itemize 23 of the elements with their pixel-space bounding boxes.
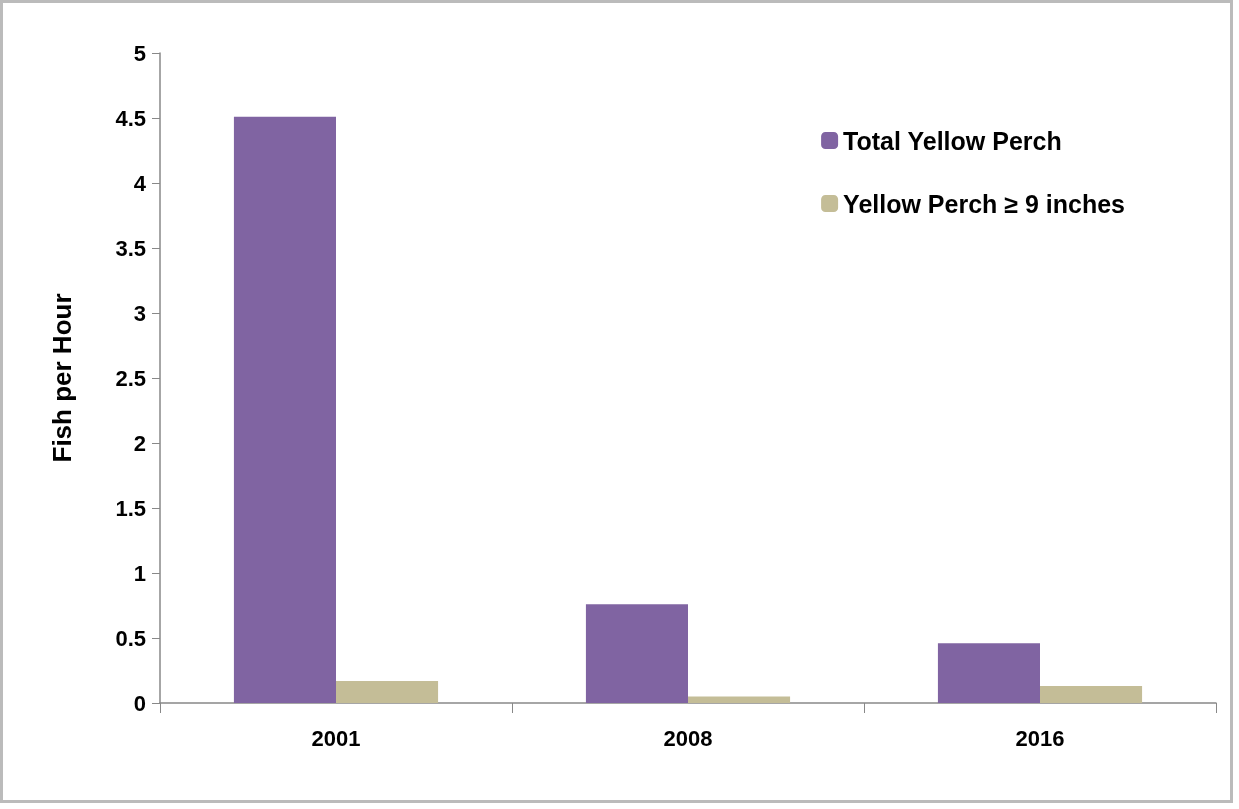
y-tick-label: 0.5 <box>115 625 146 651</box>
bar <box>937 643 1040 703</box>
y-tick-label: 2 <box>133 430 146 456</box>
y-tick-label: 5 <box>133 40 146 66</box>
y-tick-label: 3 <box>133 300 146 326</box>
bar <box>1040 686 1143 703</box>
y-tick-label: 0 <box>133 690 146 716</box>
y-axis-title: Fish per Hour <box>47 293 77 463</box>
x-tick-label: 2016 <box>1015 725 1065 751</box>
bar <box>585 604 688 703</box>
legend-label: Total Yellow Perch <box>843 126 1062 155</box>
y-tick-label: 3.5 <box>115 235 146 261</box>
y-tick-label: 4 <box>133 170 147 196</box>
legend-label: Yellow Perch ≥ 9 inches <box>843 189 1126 218</box>
x-tick-label: 2001 <box>311 725 361 751</box>
y-tick-label: 1.5 <box>115 495 146 521</box>
x-tick-label: 2008 <box>663 725 713 751</box>
y-tick-label: 1 <box>133 560 146 586</box>
bar <box>688 696 791 703</box>
bar <box>336 680 439 703</box>
y-tick-label: 2.5 <box>115 365 146 391</box>
y-tick-label: 4.5 <box>115 105 146 131</box>
bar <box>233 116 336 703</box>
